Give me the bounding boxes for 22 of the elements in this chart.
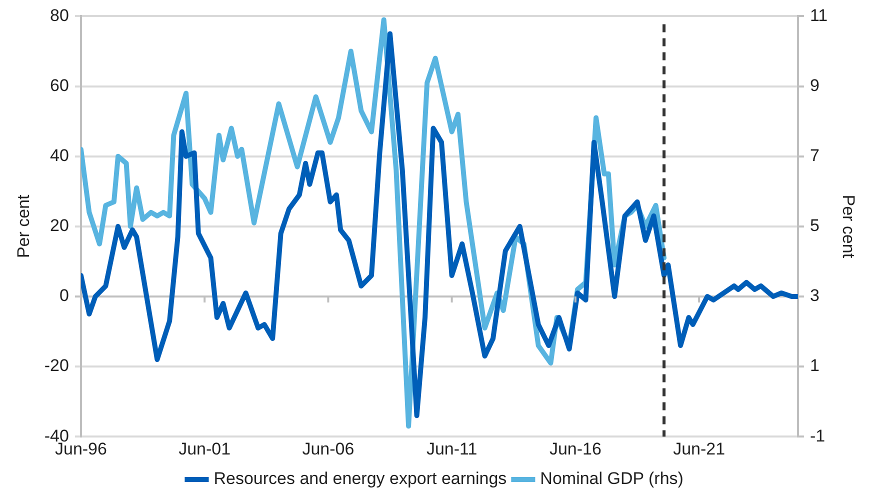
x-tick-label: Jun-01	[178, 439, 231, 458]
y-tick-label: 20	[50, 216, 69, 236]
x-tick-label: Jun-16	[549, 439, 602, 458]
y-tick-label: -20	[44, 356, 69, 376]
x-tick-label: Jun-11	[426, 439, 478, 458]
y-tick-label: 60	[50, 76, 69, 95]
y2-tick-label: 11	[810, 6, 828, 25]
y2-tick-label: 7	[810, 146, 820, 166]
y-axis-title: Per cent	[14, 194, 33, 258]
y2-tick-label: 9	[810, 76, 820, 95]
y2-tick-label: 1	[810, 356, 820, 376]
y-tick-label: 0	[60, 286, 69, 306]
legend-label: Resources and energy export earnings	[214, 469, 507, 488]
y-tick-label: 40	[50, 146, 69, 166]
y2-tick-label: 3	[810, 286, 820, 306]
x-tick-label: Jun-21	[673, 439, 726, 458]
y2-axis-title: Per cent	[839, 194, 858, 258]
y2-tick-label: -1	[810, 426, 826, 446]
legend-label: Nominal GDP (rhs)	[540, 469, 684, 488]
y-tick-label: 80	[50, 6, 69, 25]
y2-tick-label: 5	[810, 216, 820, 236]
x-tick-label: Jun-06	[302, 439, 354, 458]
